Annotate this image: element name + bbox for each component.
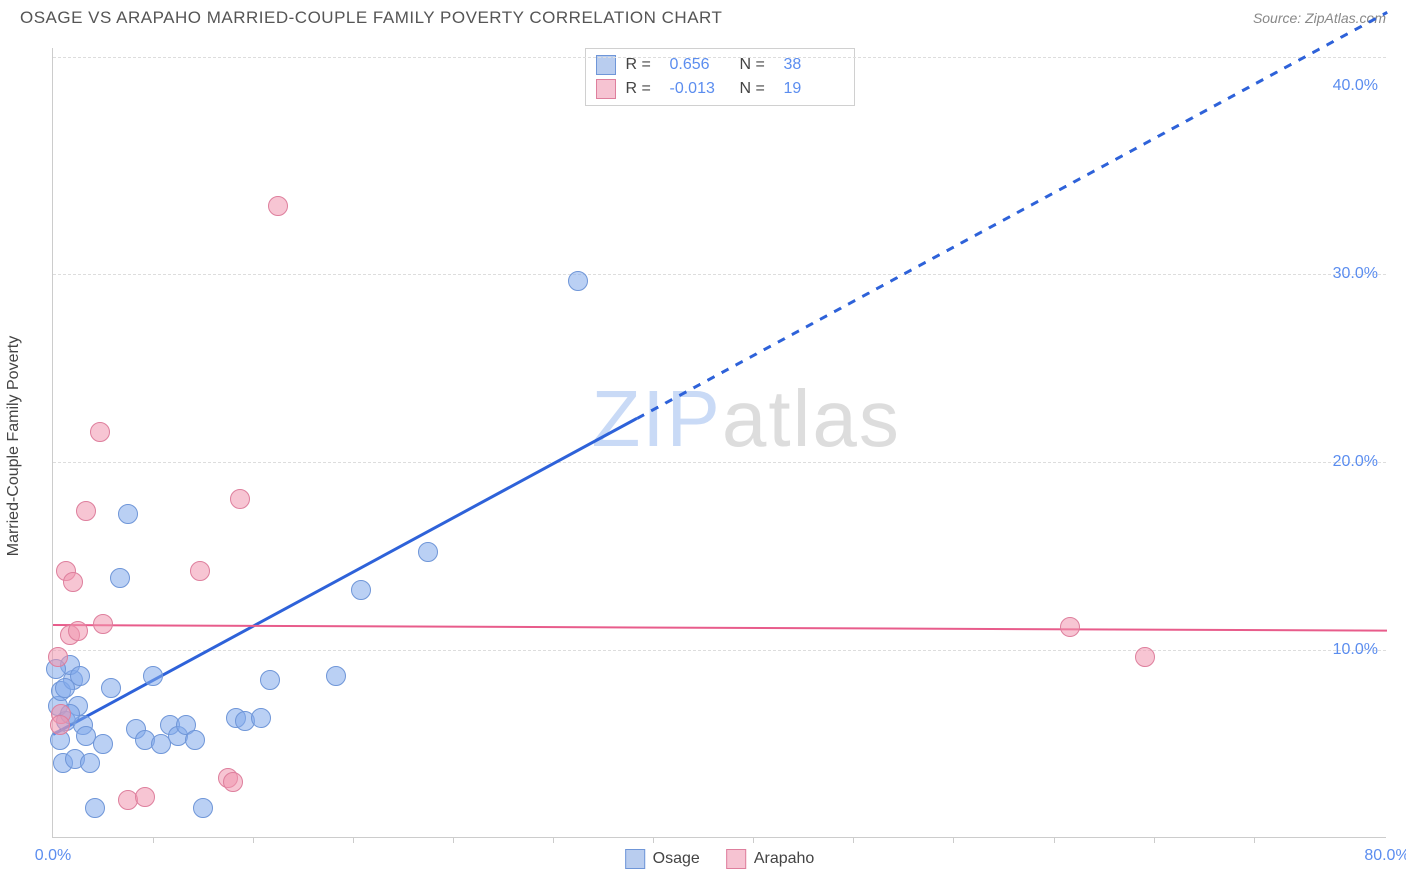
- gridline: [53, 462, 1386, 463]
- legend-r-label: R =: [626, 56, 660, 74]
- data-point: [1135, 647, 1155, 667]
- watermark-part2: atlas: [722, 374, 901, 463]
- data-point: [110, 568, 130, 588]
- data-point: [80, 753, 100, 773]
- x-tick-mark: [1154, 837, 1155, 843]
- legend-label-osage: Osage: [653, 850, 700, 868]
- legend-r-value-osage: 0.656: [670, 56, 730, 74]
- data-point: [251, 708, 271, 728]
- legend-r-value-arapaho: -0.013: [670, 80, 730, 98]
- gridline: [53, 650, 1386, 651]
- x-tick-label: 80.0%: [1364, 847, 1406, 865]
- data-point: [223, 772, 243, 792]
- data-point: [76, 501, 96, 521]
- data-point: [326, 666, 346, 686]
- gridline: [53, 57, 1386, 58]
- y-tick-label: 10.0%: [1333, 641, 1378, 659]
- legend-swatch-arapaho: [726, 849, 746, 869]
- data-point: [268, 196, 288, 216]
- legend-row-arapaho: R = -0.013 N = 19: [596, 77, 844, 101]
- x-tick-label: 0.0%: [35, 847, 71, 865]
- data-point: [85, 798, 105, 818]
- data-point: [68, 621, 88, 641]
- legend-n-value-arapaho: 19: [784, 80, 844, 98]
- watermark-part1: ZIP: [591, 374, 721, 463]
- data-point: [118, 504, 138, 524]
- data-point: [50, 715, 70, 735]
- x-tick-mark: [853, 837, 854, 843]
- y-axis-label: Married-Couple Family Poverty: [5, 336, 23, 557]
- data-point: [351, 580, 371, 600]
- legend-item-arapaho: Arapaho: [726, 849, 815, 869]
- data-point: [230, 489, 250, 509]
- y-tick-label: 20.0%: [1333, 453, 1378, 471]
- data-point: [93, 614, 113, 634]
- data-point: [185, 730, 205, 750]
- trend-line: [52, 417, 637, 735]
- x-tick-mark: [353, 837, 354, 843]
- x-tick-mark: [253, 837, 254, 843]
- data-point: [418, 542, 438, 562]
- data-point: [93, 734, 113, 754]
- legend-n-label: N =: [740, 56, 774, 74]
- chart-plot-area: ZIPatlas R = 0.656 N = 38 R = -0.013 N =…: [52, 48, 1386, 838]
- legend-n-label: N =: [740, 80, 774, 98]
- data-point: [190, 561, 210, 581]
- legend-swatch-arapaho: [596, 79, 616, 99]
- x-tick-mark: [953, 837, 954, 843]
- gridline: [53, 274, 1386, 275]
- legend-r-label: R =: [626, 80, 660, 98]
- data-point: [143, 666, 163, 686]
- data-point: [90, 422, 110, 442]
- legend-n-value-osage: 38: [784, 56, 844, 74]
- trend-line: [53, 624, 1387, 632]
- series-legend: Osage Arapaho: [625, 849, 815, 869]
- x-tick-mark: [153, 837, 154, 843]
- x-tick-mark: [653, 837, 654, 843]
- data-point: [101, 678, 121, 698]
- data-point: [1060, 617, 1080, 637]
- data-point: [63, 572, 83, 592]
- data-point: [193, 798, 213, 818]
- y-tick-label: 40.0%: [1333, 77, 1378, 95]
- legend-item-osage: Osage: [625, 849, 700, 869]
- chart-title: OSAGE VS ARAPAHO MARRIED-COUPLE FAMILY P…: [20, 8, 722, 28]
- x-tick-mark: [553, 837, 554, 843]
- data-point: [568, 271, 588, 291]
- data-point: [135, 787, 155, 807]
- data-point: [48, 647, 68, 667]
- x-tick-mark: [753, 837, 754, 843]
- x-tick-mark: [1054, 837, 1055, 843]
- legend-swatch-osage: [625, 849, 645, 869]
- legend-label-arapaho: Arapaho: [754, 850, 815, 868]
- x-tick-mark: [453, 837, 454, 843]
- y-tick-label: 30.0%: [1333, 265, 1378, 283]
- data-point: [70, 666, 90, 686]
- x-tick-mark: [1254, 837, 1255, 843]
- data-point: [260, 670, 280, 690]
